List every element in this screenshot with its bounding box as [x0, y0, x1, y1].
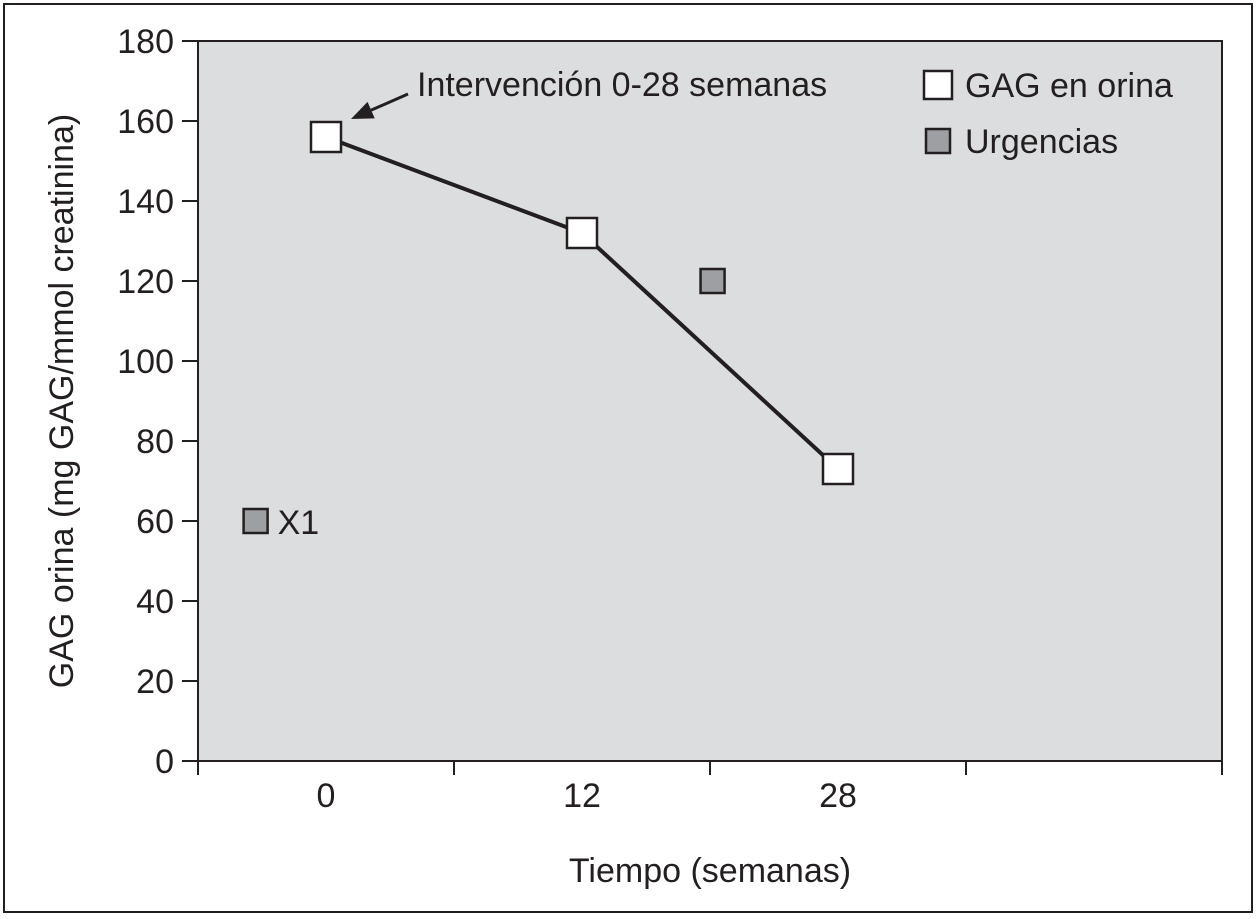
y-tick-label: 0: [155, 743, 174, 781]
annotation-text: Intervención 0-28 semanas: [417, 66, 827, 104]
legend: GAG en orina Urgencias: [922, 67, 1173, 161]
legend-swatch: [924, 127, 952, 155]
x-axis-label: Tiempo (semanas): [569, 852, 851, 890]
annotation-layer: Intervención 0-28 semanas: [351, 66, 827, 119]
x-tick-label: 12: [563, 777, 601, 815]
y-tick-label: 180: [117, 23, 174, 61]
y-tick-label: 120: [117, 263, 174, 301]
y-tick-label: 140: [117, 183, 174, 221]
y-tick-label: 20: [136, 663, 174, 701]
y-axis: 0 20 40 60 80 100 120 140 160 180: [117, 23, 198, 781]
legend-label: Urgencias: [965, 123, 1118, 161]
y-tick-label: 160: [117, 103, 174, 141]
legend-swatch: [922, 69, 954, 101]
y-tick-label: 40: [136, 583, 174, 621]
x-axis: 0 12 28: [197, 760, 1223, 815]
series-layer: X1: [242, 120, 855, 542]
point-label: X1: [278, 504, 320, 542]
y-axis-label: GAG orina (mg GAG/mmol creatinina): [43, 114, 81, 688]
x-tick-label: 28: [819, 777, 857, 815]
y-tick-label: 100: [117, 343, 174, 381]
data-point: [565, 216, 599, 250]
urgencias-point: [699, 267, 726, 295]
annotation-arrow-head: [351, 101, 375, 119]
data-point: [821, 452, 855, 486]
data-point: [309, 120, 343, 154]
plot-area: [197, 40, 1223, 762]
y-tick-label: 80: [136, 423, 174, 461]
legend-label: GAG en orina: [965, 67, 1173, 105]
y-tick-label: 60: [136, 503, 174, 541]
figure-frame: [3, 3, 1253, 913]
urgencias-point: [242, 507, 269, 535]
x-tick-label: 0: [317, 777, 336, 815]
annotation-arrow-line: [370, 92, 409, 112]
